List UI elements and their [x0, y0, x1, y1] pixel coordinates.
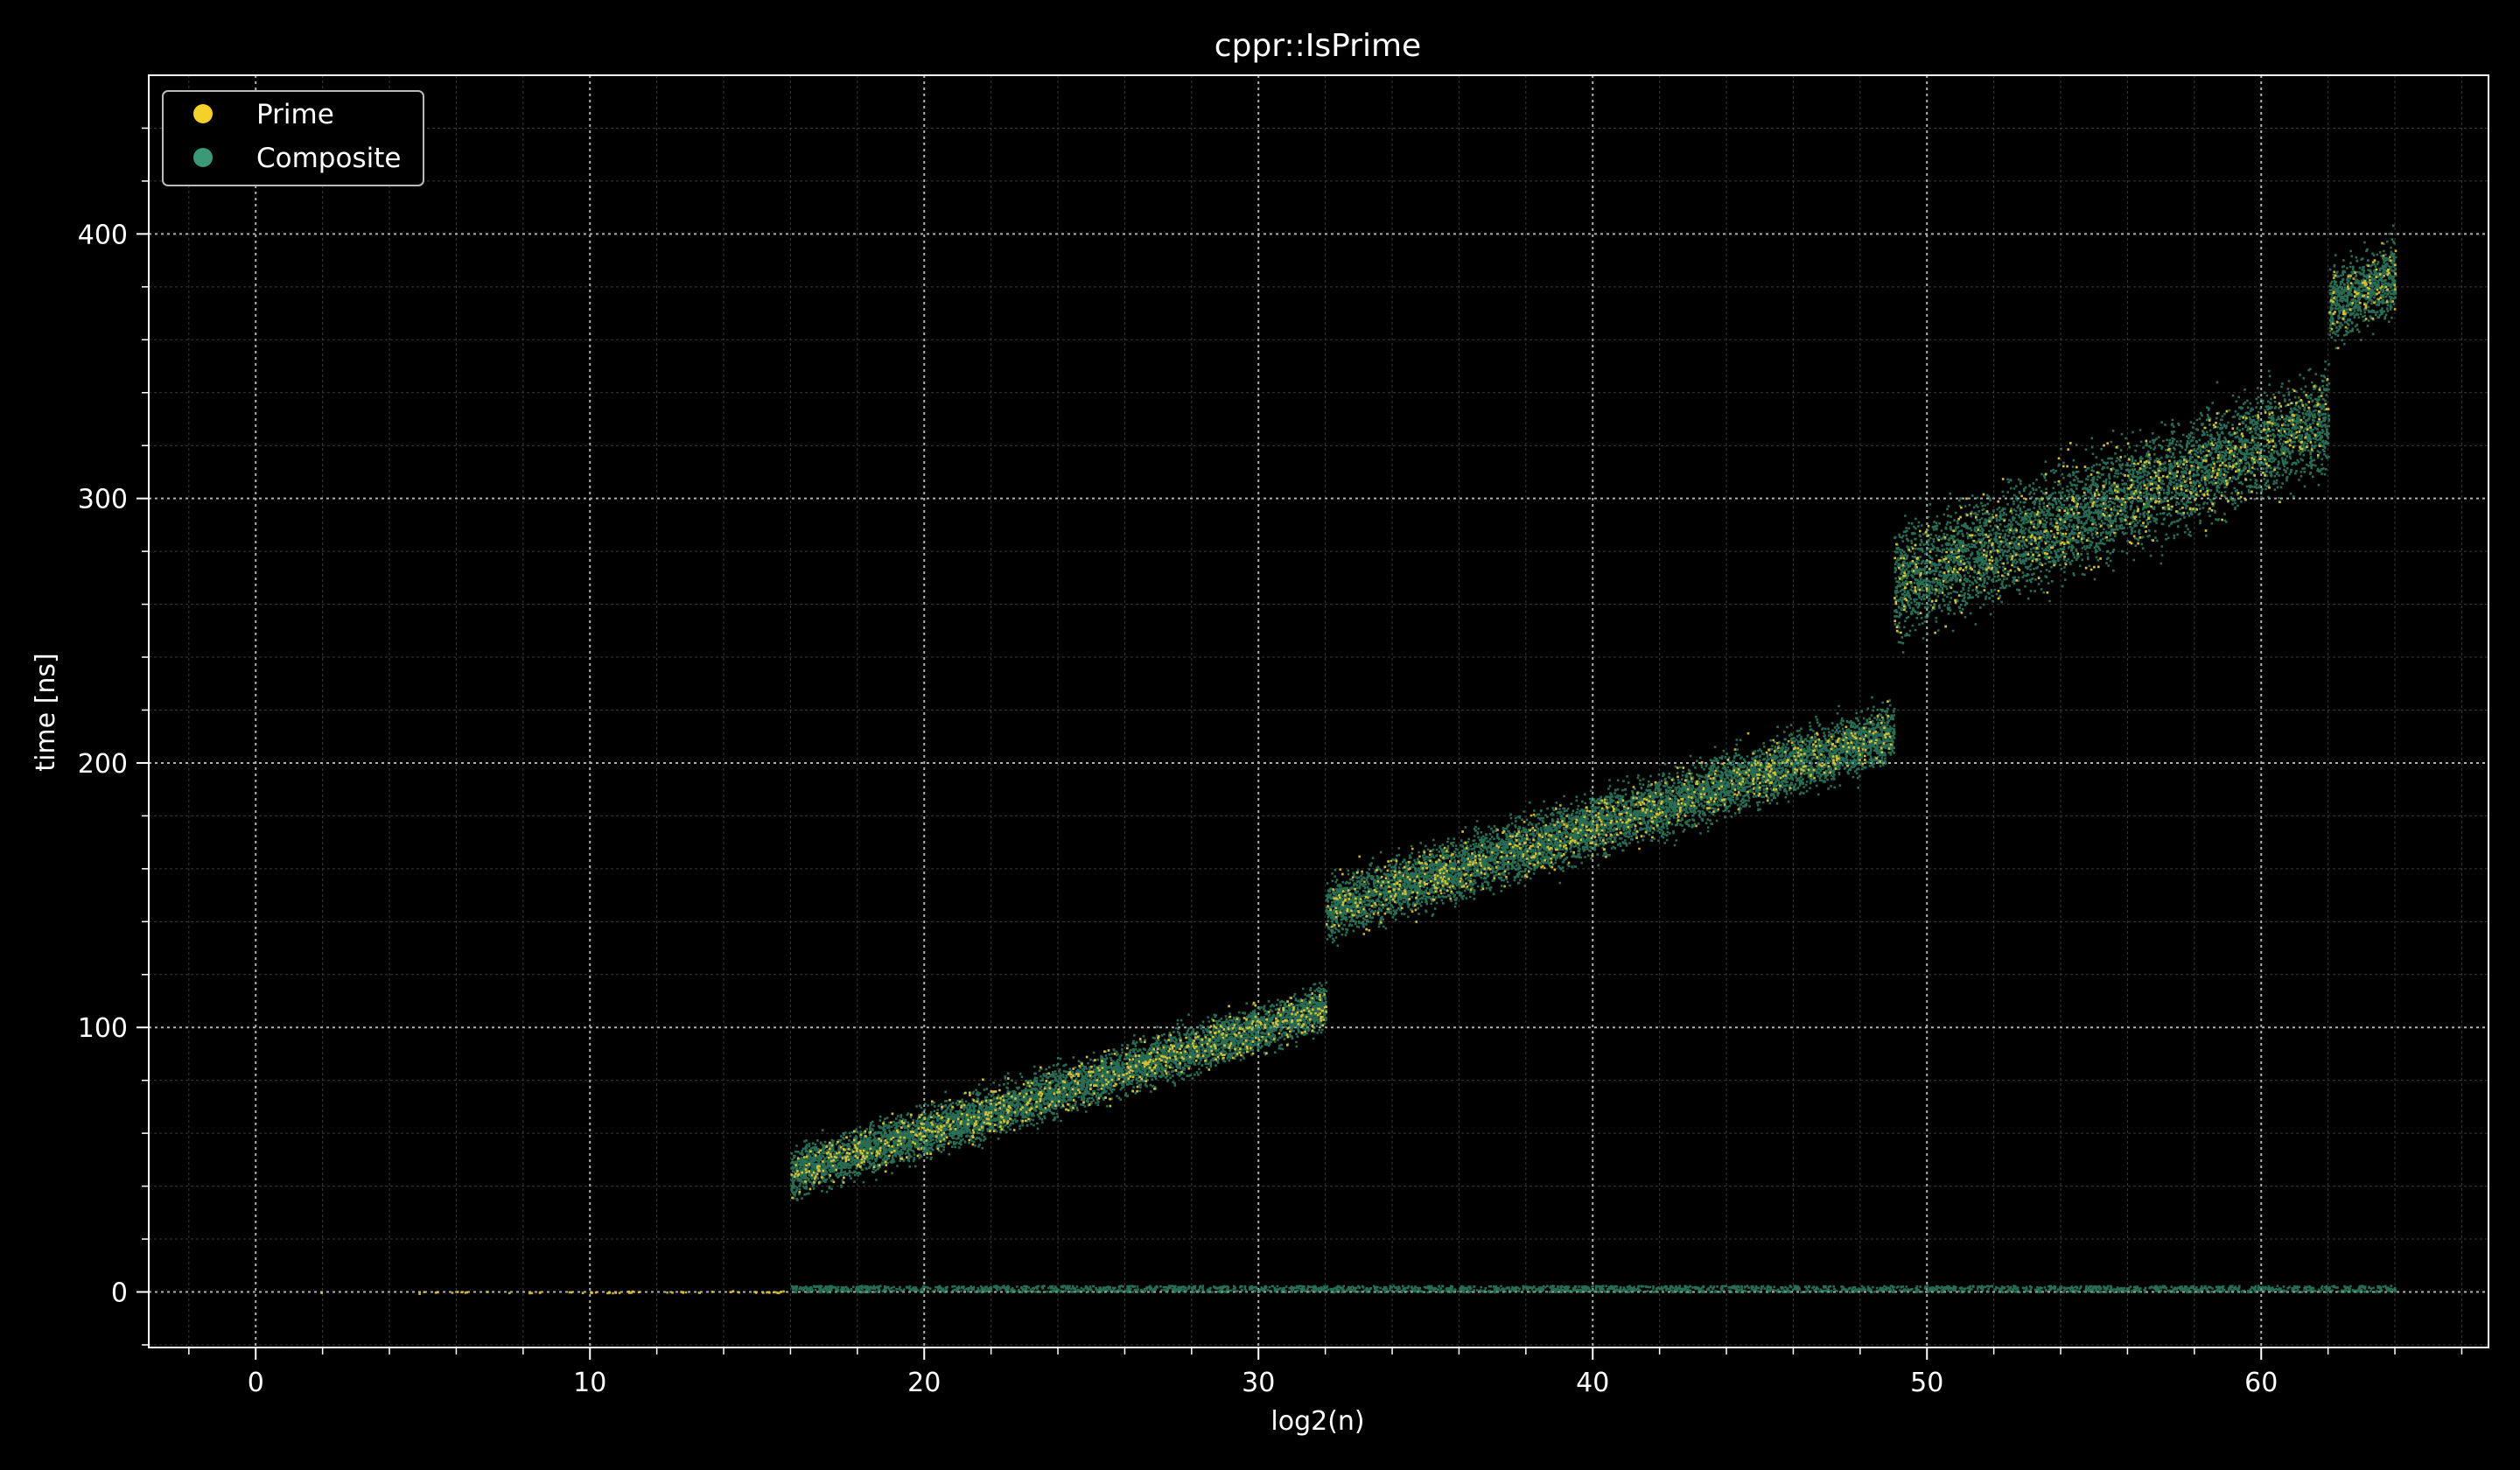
y-tick-label: 300: [78, 485, 128, 515]
y-tick-label: 200: [78, 749, 128, 780]
y-tick-label: 400: [78, 220, 128, 250]
legend-box: [162, 90, 424, 186]
x-tick-label: 50: [1910, 1368, 1943, 1398]
x-tick-label: 40: [1576, 1368, 1609, 1398]
axis-ticks: 0 10 20 30 40 50 60 0 100 200 300 400: [78, 127, 2463, 1398]
legend-label-composite: Composite: [256, 143, 401, 174]
chart-title: cppr::IsPrime: [1214, 28, 1421, 64]
legend: Prime Composite: [162, 90, 424, 186]
y-tick-label: 0: [111, 1278, 128, 1309]
plot-frame: [148, 74, 2489, 1348]
x-tick-label: 10: [573, 1368, 606, 1398]
x-tick-label: 60: [2244, 1368, 2278, 1398]
x-axis-label: log2(n): [1270, 1406, 1364, 1437]
x-tick-label: 30: [1242, 1368, 1275, 1398]
legend-marker-prime: [193, 104, 213, 123]
y-tick-label: 100: [78, 1013, 128, 1044]
y-axis-label: time [ns]: [31, 653, 61, 771]
grid: [149, 75, 2488, 1348]
x-tick-label: 0: [248, 1368, 264, 1398]
x-tick-label: 20: [907, 1368, 941, 1398]
legend-label-prime: Prime: [256, 99, 334, 130]
legend-marker-composite: [193, 148, 213, 167]
